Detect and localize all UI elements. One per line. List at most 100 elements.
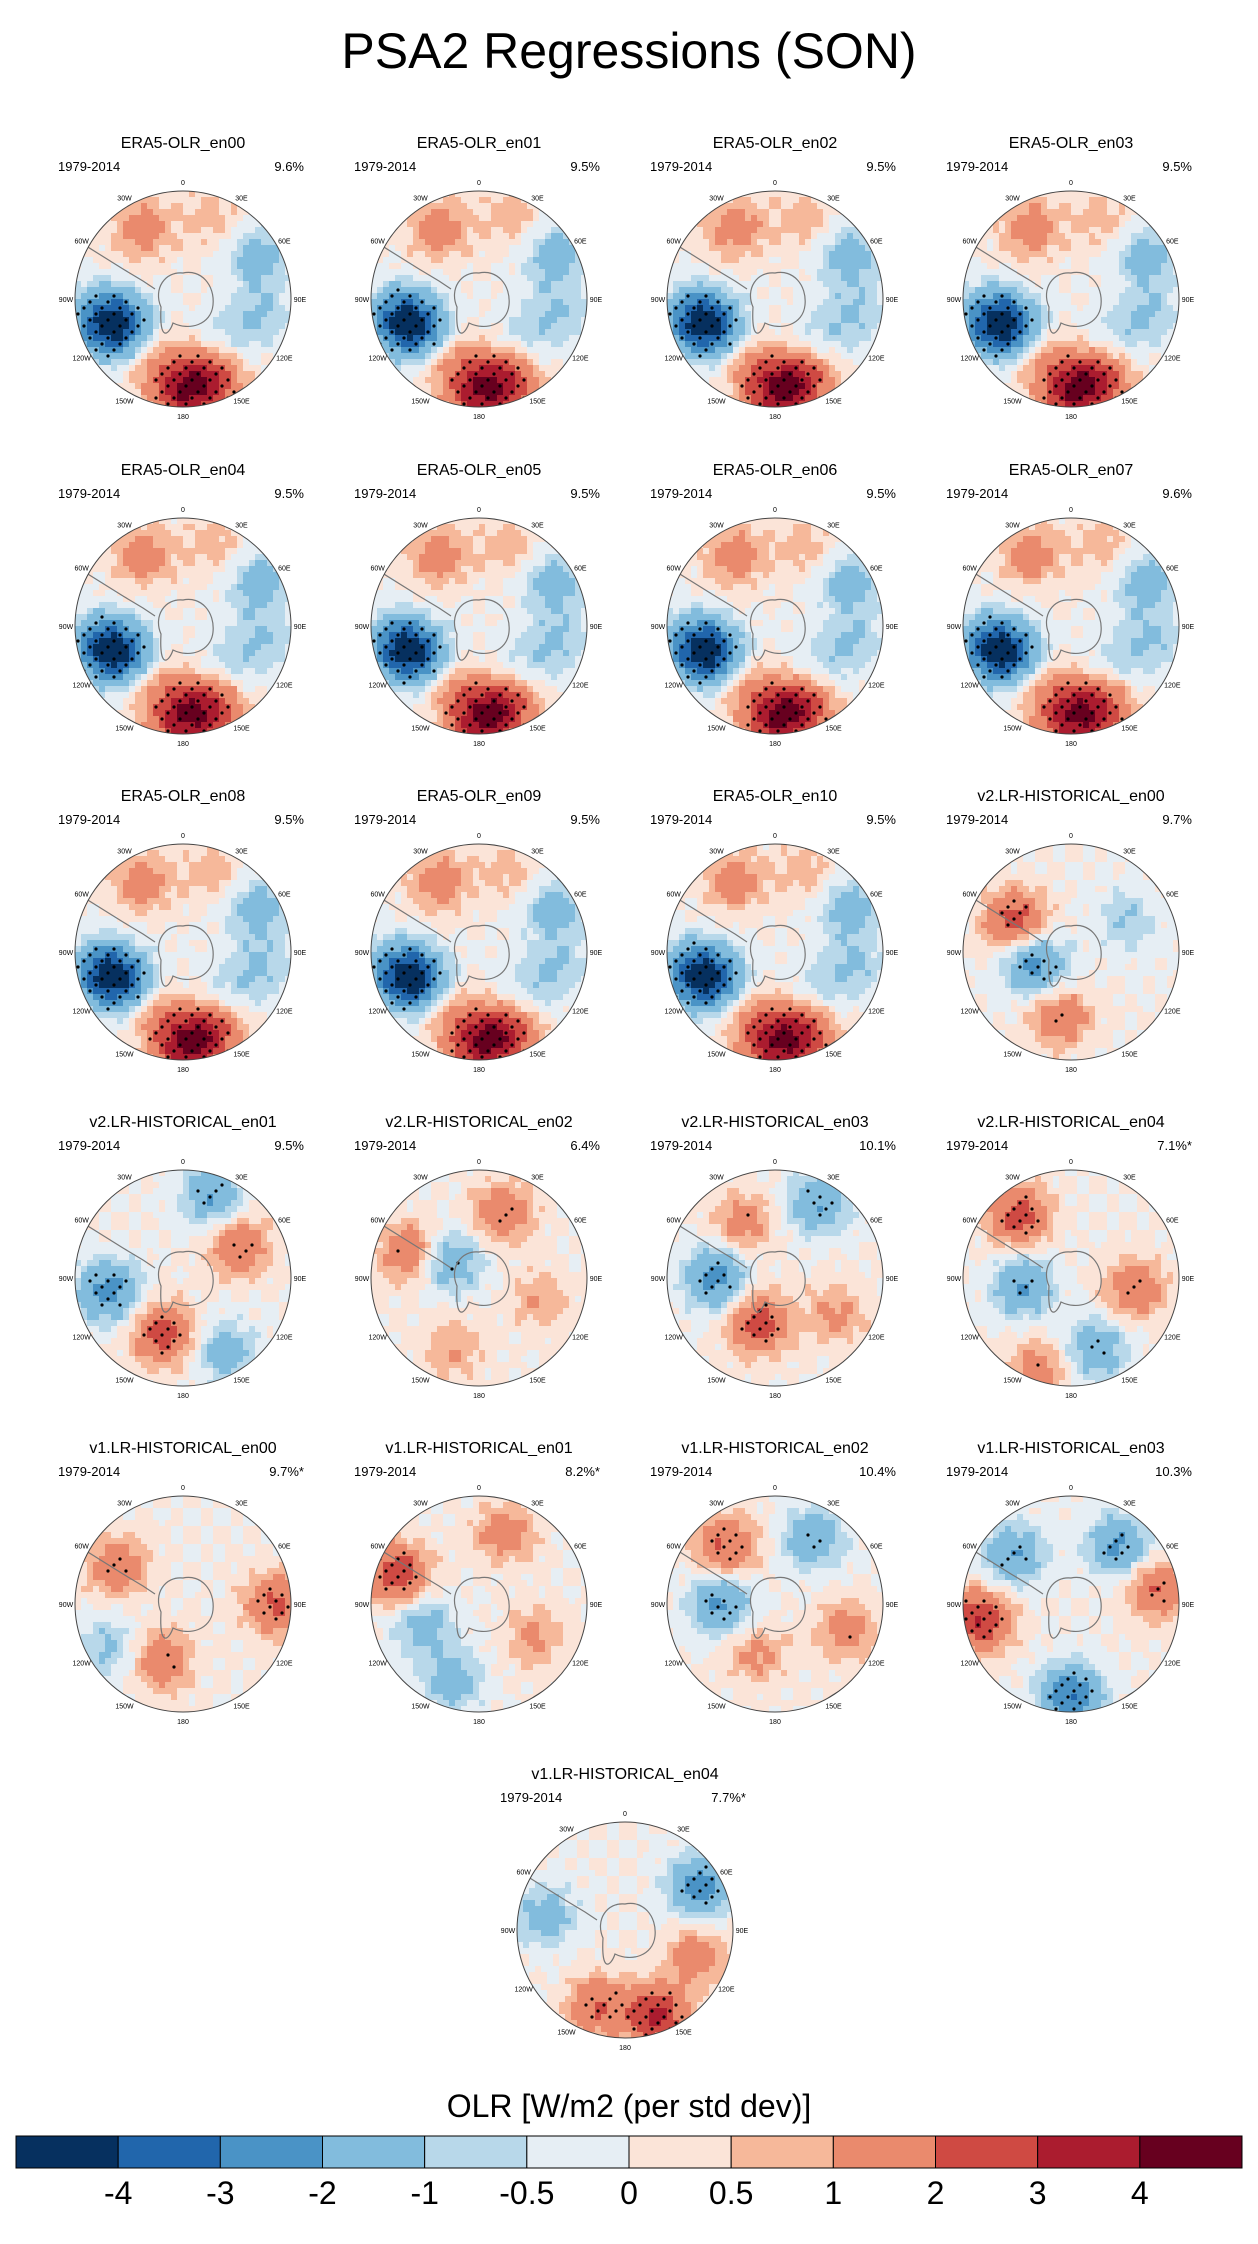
significance-dot	[716, 318, 720, 322]
contour-cell	[189, 365, 196, 372]
contour-cell	[267, 239, 274, 246]
contour-cell	[195, 554, 202, 561]
contour-cell	[1167, 287, 1174, 294]
contour-cell	[1119, 239, 1126, 246]
contour-cell	[449, 323, 456, 330]
contour-cell	[1065, 251, 1072, 258]
contour-cell	[99, 281, 106, 288]
contour-cell	[261, 287, 268, 294]
contour-cell	[93, 572, 100, 579]
significance-dot	[474, 354, 478, 358]
contour-cell	[153, 311, 160, 318]
contour-cell	[437, 293, 444, 300]
contour-cell	[117, 293, 124, 300]
contour-cell	[787, 299, 794, 306]
contour-cell	[87, 257, 94, 264]
contour-cell	[1101, 377, 1108, 384]
contour-cell	[1059, 335, 1066, 342]
contour-cell	[685, 245, 692, 252]
contour-cell	[799, 293, 806, 300]
contour-cell	[153, 560, 160, 567]
contour-cell	[1143, 281, 1150, 288]
contour-cell	[569, 281, 576, 288]
contour-cell	[195, 365, 202, 372]
contour-cell	[497, 353, 504, 360]
significance-dot	[976, 336, 980, 340]
contour-cell	[1005, 365, 1012, 372]
contour-cell	[551, 269, 558, 276]
contour-cell	[413, 317, 420, 324]
contour-cell	[99, 347, 106, 354]
contour-cell	[1131, 227, 1138, 234]
contour-cell	[865, 275, 872, 282]
contour-cell	[123, 311, 130, 318]
contour-cell	[829, 365, 836, 372]
contour-cell	[763, 191, 770, 198]
contour-cell	[183, 227, 190, 234]
contour-cell	[503, 383, 510, 390]
contour-cell	[165, 197, 172, 204]
contour-cell	[545, 251, 552, 258]
significance-dot	[408, 312, 412, 316]
contour-cell	[87, 269, 94, 276]
contour-cell	[999, 323, 1006, 330]
contour-cell	[1017, 239, 1024, 246]
contour-cell	[231, 233, 238, 240]
contour-cell	[225, 209, 232, 216]
contour-cell	[817, 359, 824, 366]
contour-cell	[135, 221, 142, 228]
contour-cell	[1119, 233, 1126, 240]
contour-cell	[93, 275, 100, 282]
contour-cell	[165, 335, 172, 342]
contour-cell	[1131, 317, 1138, 324]
contour-cell	[249, 221, 256, 228]
contour-cell	[111, 233, 118, 240]
contour-cell	[1107, 233, 1114, 240]
contour-cell	[981, 359, 988, 366]
contour-cell	[231, 353, 238, 360]
contour-cell	[135, 347, 142, 354]
contour-cell	[1143, 275, 1150, 282]
contour-cell	[165, 341, 172, 348]
contour-cell	[237, 329, 244, 336]
longitude-label: 90E	[1182, 297, 1195, 304]
contour-cell	[509, 305, 516, 312]
contour-cell	[1143, 287, 1150, 294]
contour-cell	[865, 335, 872, 342]
contour-cell	[371, 275, 378, 282]
contour-cell	[81, 329, 88, 336]
contour-cell	[225, 215, 232, 222]
contour-cell	[1005, 251, 1012, 258]
contour-cell	[1161, 341, 1168, 348]
significance-dot	[982, 294, 986, 298]
significance-dot	[1048, 372, 1052, 376]
contour-cell	[521, 323, 528, 330]
contour-cell	[129, 554, 136, 561]
contour-cell	[195, 377, 202, 384]
contour-cell	[1083, 311, 1090, 318]
contour-cell	[817, 371, 824, 378]
contour-cell	[279, 287, 286, 294]
contour-cell	[449, 347, 456, 354]
contour-cell	[407, 359, 414, 366]
contour-cell	[1155, 275, 1162, 282]
contour-cell	[975, 323, 982, 330]
contour-cell	[527, 233, 534, 240]
contour-cell	[153, 209, 160, 216]
contour-cell	[129, 377, 136, 384]
contour-cell	[709, 203, 716, 210]
contour-cell	[147, 269, 154, 276]
contour-cell	[811, 305, 818, 312]
contour-cell	[195, 395, 202, 402]
contour-cell	[255, 572, 262, 579]
contour-cell	[1149, 221, 1156, 228]
contour-cell	[413, 257, 420, 264]
contour-cell	[685, 335, 692, 342]
contour-cell	[219, 227, 226, 234]
contour-cell	[703, 281, 710, 288]
contour-cell	[1029, 215, 1036, 222]
contour-cell	[1083, 293, 1090, 300]
contour-cell	[1149, 323, 1156, 330]
contour-cell	[201, 233, 208, 240]
contour-cell	[1107, 209, 1114, 216]
